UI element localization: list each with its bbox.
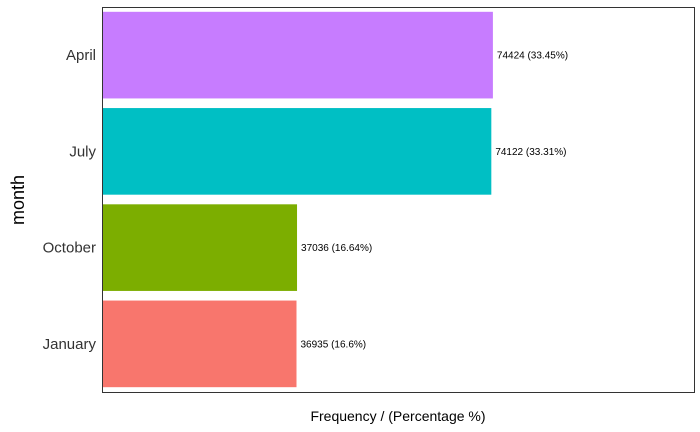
category-label-july: July [69,143,96,160]
data-label-april: 74424 (33.45%) [497,51,568,62]
x-axis-title: Frequency / (Percentage %) [310,408,485,424]
bar-april [103,11,493,99]
category-label-january: January [43,336,97,353]
bar-october [103,204,298,291]
category-labels: April July October January [43,47,97,353]
data-labels: 74424 (33.45%) 74122 (33.31%) 37036 (16.64… [301,51,569,351]
data-label-october: 37036 (16.64%) [301,243,372,254]
data-label-january: 36935 (16.6%) [301,339,367,350]
category-label-october: October [43,240,96,257]
bars-group [103,11,493,388]
data-label-july: 74122 (33.31%) [495,147,566,158]
bar-january [103,300,297,388]
bar-july [103,108,492,195]
y-axis-title: month [8,175,28,225]
category-label-april: April [66,47,96,64]
